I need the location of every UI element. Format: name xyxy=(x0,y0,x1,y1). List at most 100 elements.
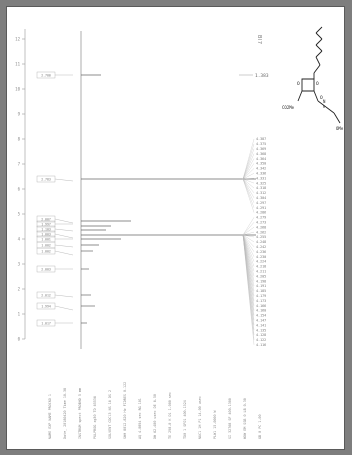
peak-shift-label: 4.279 xyxy=(256,216,266,220)
peak-shift-label: 4.369 xyxy=(256,147,266,151)
integral-leader xyxy=(54,228,74,232)
peak-shift-label: 4.236 xyxy=(256,250,266,254)
integral-leader xyxy=(54,244,74,248)
peak-shift-label: 4.342 xyxy=(256,167,266,171)
integral-leader xyxy=(54,233,74,239)
structure-bond xyxy=(315,50,323,58)
structure-oxo-label: O xyxy=(316,81,319,87)
structure-methoxy-label: OMe xyxy=(336,126,344,131)
ppm-tick-label: 4 xyxy=(18,237,21,242)
peak-shift-leader xyxy=(242,234,255,262)
peak-shift-leader xyxy=(242,234,255,277)
peak-shift-leader xyxy=(242,222,255,236)
ppm-tick-label: 8 xyxy=(18,137,21,142)
peak-shift-label: 4.147 xyxy=(256,319,266,323)
peak-shift-label: 4.141 xyxy=(256,323,266,327)
peak-shift-leader xyxy=(242,143,255,180)
peak-shift-label: 4.135 xyxy=(256,328,266,332)
parameter-line: NUC1 1H P1 14.00 usec xyxy=(198,396,202,439)
ppm-tick-label: 12 xyxy=(15,37,20,42)
peak-shift-label: 4.179 xyxy=(256,294,266,298)
peak-shift-leader xyxy=(242,178,255,189)
peak-shift-leader xyxy=(242,234,255,267)
parameter-line: TD0 1 SFO1 400.1324 xyxy=(183,400,187,439)
peak-shift-leader xyxy=(242,234,255,287)
structure-bond xyxy=(315,26,323,34)
ppm-tick-label: 10 xyxy=(15,87,20,92)
peak-shift-label: 4.166 xyxy=(256,304,266,308)
structure-bond xyxy=(315,44,323,52)
integral-leader xyxy=(54,178,74,182)
structure-nh-h-label: H xyxy=(323,105,325,109)
acquisition-parameters: NAME EXP NAME PROCNO 1 Date_ 20180420 Tim… xyxy=(48,382,262,439)
peak-shift-label: 4.291 xyxy=(256,206,266,210)
peak-shift-leader xyxy=(242,168,255,180)
parameter-line: TE 298.0 K D1 1.000 sec xyxy=(168,392,172,439)
parameter-line: SWH 8012.820 Hz FIDRES 0.122 xyxy=(123,382,127,439)
integral-value: 1.001 xyxy=(41,237,51,241)
peak-shift-label: 4.242 xyxy=(256,245,266,249)
parameter-line: GB 0 PC 1.00 xyxy=(258,415,262,440)
peak-shift-leader xyxy=(242,234,255,257)
structure-ester-label: CO2Me xyxy=(282,105,295,110)
ppm-tick-label: 5 xyxy=(18,212,21,217)
peak-shift-leader xyxy=(242,178,255,193)
structure-bond xyxy=(317,100,327,108)
integral-leader xyxy=(54,218,74,224)
integral-value: 2.700 xyxy=(41,73,51,77)
peak-shift-label: 4.185 xyxy=(256,289,266,293)
structure-bond xyxy=(333,112,341,124)
ppm-tick-label: 11 xyxy=(15,62,20,67)
peak-shift-label: 4.255 xyxy=(256,235,266,239)
peak-shift-leader xyxy=(242,234,255,238)
integral-value: 1.994 xyxy=(41,304,51,308)
integral-value: 2.003 xyxy=(41,267,51,271)
structure-oxo-label: O xyxy=(320,95,323,101)
peak-shift-leader xyxy=(242,234,255,272)
peak-shift-label: 4.128 xyxy=(256,333,266,337)
ppm-tick-label: 1 xyxy=(18,312,21,317)
peak-shift-leader xyxy=(242,178,255,184)
structure-bond xyxy=(313,90,319,102)
peak-shift-leader xyxy=(242,178,255,213)
peak-shift-leader xyxy=(242,153,255,180)
ppm-tick-label: 2 xyxy=(18,287,21,292)
peak-shift-label: 4.297 xyxy=(256,201,266,205)
ppm-tick-label: 0 xyxy=(18,337,21,342)
peak-shift-label: 4.160 xyxy=(256,309,266,313)
peak-shift-label: 4.230 xyxy=(256,255,266,259)
peak-shift-label: 4.375 xyxy=(256,142,266,146)
peak-shift-label: 4.248 xyxy=(256,240,266,244)
peak-shift-label: 4.368 xyxy=(256,152,266,156)
peak-shift-label: 4.262 xyxy=(256,230,266,234)
ppm-tick-label: 9 xyxy=(18,112,21,117)
nmr-spectrum: 12111098765432102.7002.7832.0071.9971.10… xyxy=(15,26,344,439)
ppm-tick-label: 7 xyxy=(18,162,21,167)
parameter-line: PLW1 15.0000 W xyxy=(213,409,217,439)
peak-shift-label: 4.154 xyxy=(256,314,266,318)
parameter-line: PULPROG zg30 TD 65536 xyxy=(93,396,97,439)
integral-leader xyxy=(54,294,74,298)
parameter-line: SOLVENT CDCl3 NS 16 DS 2 xyxy=(108,390,112,439)
structure-bond xyxy=(315,38,323,46)
spectrum-header-label: Bl7 xyxy=(256,35,262,45)
parameter-line: AQ 4.0894 sec RG 101 xyxy=(138,398,142,439)
peak-shift-leader xyxy=(242,234,255,243)
peak-shift-label: 4.387 xyxy=(256,137,266,141)
peak-shift-label: 4.364 xyxy=(256,157,266,161)
peak-shift-label: 4.191 xyxy=(256,284,266,288)
peak-shift-label: 4.198 xyxy=(256,279,266,283)
peak-shift-leader xyxy=(242,178,255,198)
peak-shift-label: 4.268 xyxy=(256,225,266,229)
peak-shift-label: 4.122 xyxy=(256,338,266,342)
peak-shift-label: 4.224 xyxy=(256,260,266,264)
structure-bond xyxy=(315,32,323,40)
peak-shift-label: 4.286 xyxy=(256,211,266,215)
peak-shift-label: 4.116 xyxy=(256,343,266,347)
peak-shift-label: 4.218 xyxy=(256,265,266,269)
parameter-line: WDW EM SSB 0 LB 0.30 xyxy=(243,398,247,439)
parameter-line: NAME EXP NAME PROCNO 1 xyxy=(48,394,52,439)
peak-shift-label: 4.173 xyxy=(256,299,266,303)
parameter-line: DW 62.400 usec DE 6.50 xyxy=(153,394,157,439)
spectrum-page: Bl7 12 11 10 9 8 7 6 5 4 3 2 1 0 2.700 2.783 2.007 1.997… xyxy=(6,6,345,450)
